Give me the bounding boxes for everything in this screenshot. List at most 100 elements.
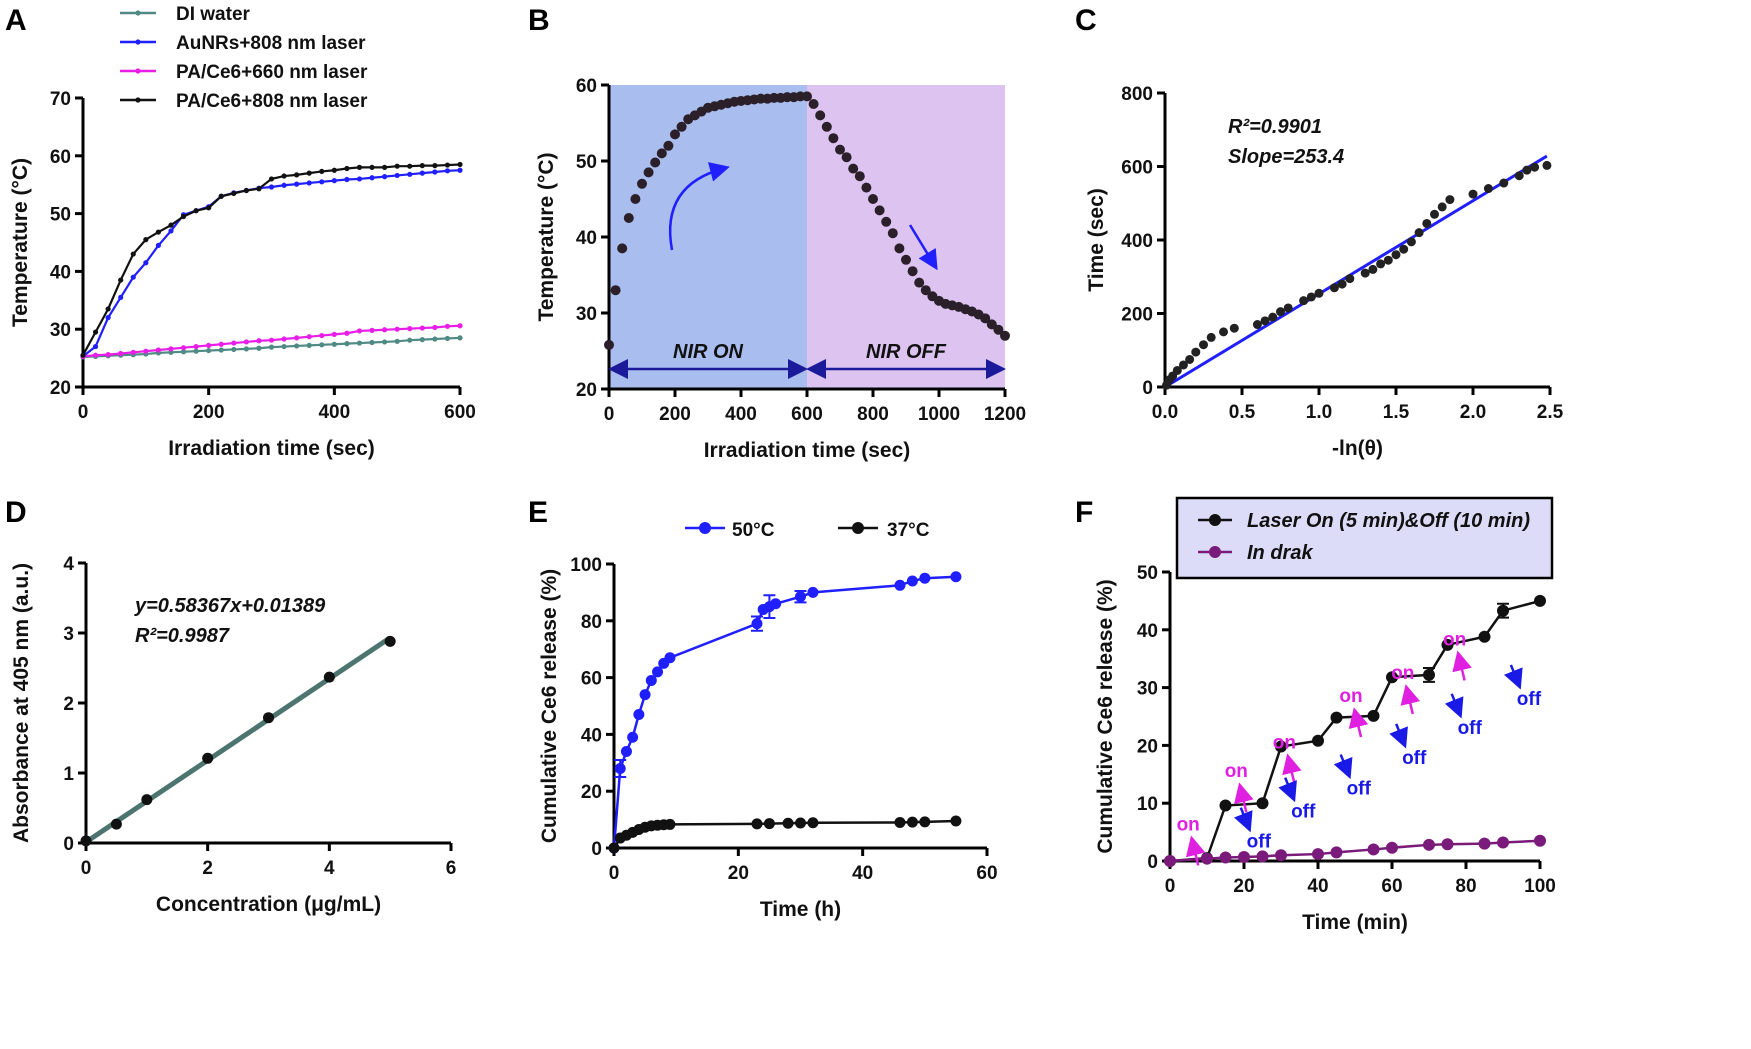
data-point [369, 164, 375, 170]
legend-label: DI water [176, 4, 251, 25]
data-point [394, 163, 400, 169]
on-label: on [1273, 732, 1296, 753]
series-1 [1164, 834, 1546, 867]
y-tick-label: 1 [63, 764, 74, 785]
panel-a: A 0 200 400 600 20 30 40 50 60 70 Irradiation time … [5, 4, 476, 460]
data-point [268, 184, 275, 190]
panel-label: F [1075, 496, 1093, 529]
y-tick-label: 70 [50, 89, 71, 110]
data-point [1330, 711, 1343, 724]
data-point [281, 343, 287, 350]
annotation: R²=0.9987 [135, 625, 230, 647]
data-point [1423, 838, 1435, 851]
region-label: NIR ON [673, 341, 744, 363]
data-point [643, 167, 654, 178]
data-point [1256, 797, 1269, 810]
data-point [118, 294, 124, 301]
data-point [604, 339, 614, 350]
data-point [268, 337, 275, 343]
data-point [1306, 292, 1316, 302]
data-point [1314, 288, 1324, 298]
x-tick-label: 60 [976, 863, 997, 884]
data-point [92, 329, 99, 335]
x-tick-label: 400 [725, 404, 757, 425]
off-arrow-icon [1504, 664, 1523, 690]
data-point [1441, 838, 1454, 851]
data-point [950, 571, 962, 583]
data-point [1530, 162, 1540, 172]
data-point [1386, 671, 1398, 684]
data-point [1329, 283, 1339, 293]
x-tick-label: 600 [791, 404, 823, 425]
y-axis-label: Temperature (°C) [535, 152, 558, 321]
data-point [306, 180, 312, 186]
data-point [256, 186, 262, 192]
data-point [356, 340, 363, 346]
data-point [1345, 274, 1355, 284]
legend-label: Laser On (5 min)&Off (10 min) [1247, 510, 1530, 532]
y-tick-label: 800 [1121, 84, 1153, 105]
data-point [369, 327, 375, 333]
legend-marker [852, 522, 864, 534]
data-point [1514, 171, 1524, 181]
data-point [243, 339, 249, 345]
x-tick-label: 4 [324, 858, 335, 879]
data-point [231, 190, 237, 196]
data-point [281, 173, 287, 179]
panel-d: D 0 2 4 6 0 1 2 3 4 Concentration (μg/mL) Absorbanc… [5, 496, 456, 916]
data-point [633, 709, 645, 721]
x-tick-label: 200 [193, 402, 225, 423]
data-point [1337, 279, 1347, 289]
panel-c: C 0.0 0.5 1.0 1.5 2.0 2.5 0 200 400 600 800 -ln(θ) Ti… [1075, 4, 1564, 460]
data-point [110, 818, 122, 830]
data-point [180, 349, 187, 355]
data-point [1499, 178, 1509, 188]
series-line [82, 163, 461, 356]
data-point [344, 176, 350, 183]
data-point [263, 712, 274, 724]
data-point [344, 330, 350, 336]
data-point [610, 285, 621, 296]
data-point [444, 168, 451, 174]
annotation: y=0.58367x+0.01389 [134, 595, 326, 617]
heating-arrow-icon [668, 162, 730, 251]
data-point [1260, 316, 1270, 326]
data-point [1368, 264, 1378, 274]
series-0 [1162, 160, 1552, 390]
data-point [1367, 709, 1380, 722]
data-point [639, 689, 651, 701]
data-point [835, 144, 845, 155]
data-point [630, 194, 641, 204]
data-point [1414, 228, 1424, 238]
data-point [294, 335, 300, 341]
y-tick-label: 20 [581, 782, 602, 803]
data-point [1497, 836, 1509, 849]
data-point [130, 251, 136, 257]
data-point [652, 666, 664, 678]
series-2 [80, 323, 463, 359]
data-point [206, 347, 212, 354]
data-point [1268, 312, 1278, 322]
data-point [80, 352, 86, 358]
data-point [369, 339, 375, 346]
data-point [1478, 837, 1491, 850]
x-tick-label: 40 [852, 863, 873, 884]
data-point [620, 745, 632, 757]
legend-label: PA/Ce6+660 nm laser [176, 62, 368, 83]
data-point [92, 352, 99, 358]
data-point [143, 237, 149, 243]
data-point [394, 338, 400, 344]
x-tick-label: 0 [1165, 876, 1176, 897]
annotation: Slope=253.4 [1228, 146, 1344, 168]
x-tick-label: 0.5 [1229, 402, 1256, 423]
data-point [1283, 303, 1293, 313]
data-point [887, 228, 898, 239]
on-label: on [1339, 686, 1362, 707]
data-point [206, 205, 212, 211]
fit-line [84, 635, 392, 845]
x-tick-label: 60 [1381, 876, 1402, 897]
x-tick-label: 1.0 [1306, 402, 1332, 423]
data-point [419, 325, 425, 331]
on-arrow-icon [1452, 650, 1472, 681]
